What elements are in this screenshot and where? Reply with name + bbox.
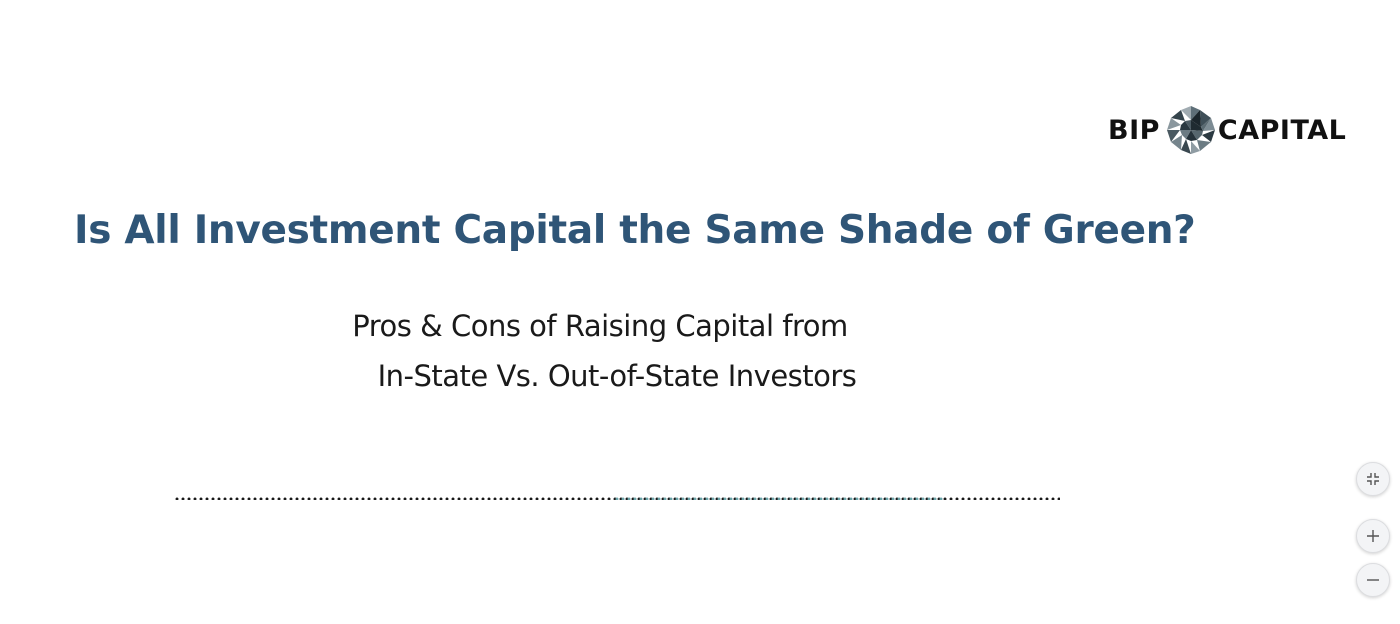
collapse-icon <box>1367 473 1379 485</box>
slide-title: Is All Investment Capital the Same Shade… <box>74 208 1196 253</box>
fit-to-screen-button[interactable] <box>1356 462 1390 496</box>
zoom-out-button[interactable] <box>1356 563 1390 597</box>
zoom-in-button[interactable] <box>1356 519 1390 553</box>
dotted-divider-accent <box>614 497 944 500</box>
plus-icon <box>1367 530 1379 542</box>
logo-text-right: CAPITAL <box>1217 114 1347 146</box>
subtitle-line-1: Pros & Cons of Raising Capital from <box>352 309 848 343</box>
dotted-divider <box>174 497 1060 500</box>
minus-icon <box>1367 579 1379 581</box>
logo-polygon-icon <box>1166 106 1215 154</box>
subtitle-line-2: In-State Vs. Out-of-State Investors <box>377 359 857 393</box>
logo-text-left: BIP <box>1108 114 1160 146</box>
slide-subtitle: Pros & Cons of Raising Capital from In-S… <box>300 301 900 401</box>
company-logo: BIP CAPITAL <box>1108 104 1346 156</box>
